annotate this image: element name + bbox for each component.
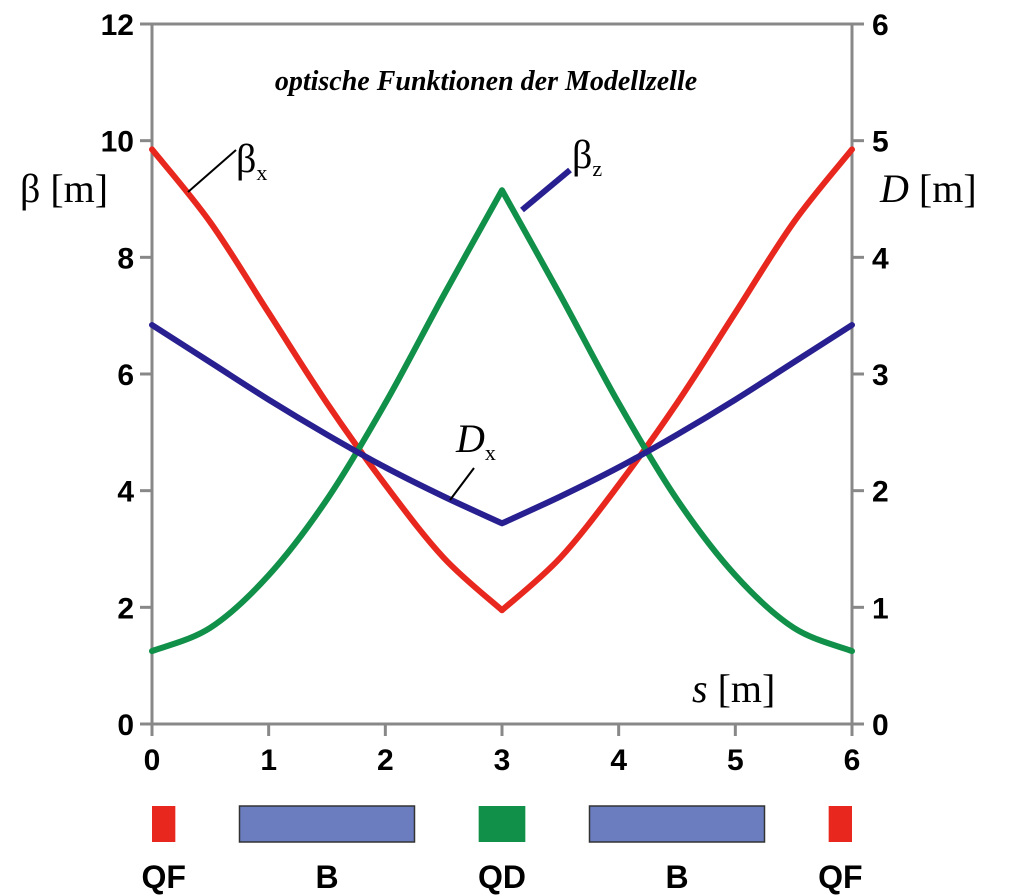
right-y-axis-ticks: 0 1 2 3 4 5 6 — [852, 9, 889, 742]
right-y-tick-label: 5 — [872, 126, 889, 159]
series-label-dx-sub: x — [485, 440, 496, 465]
left-y-tick-label: 0 — [117, 709, 134, 742]
right-y-tick-label: 6 — [872, 9, 889, 42]
x-axis-ticks: 0 1 2 3 4 5 6 — [144, 724, 861, 777]
label-leader-lines — [187, 149, 572, 501]
label-leader — [520, 167, 572, 213]
right-y-tick-label: 0 — [872, 709, 889, 742]
series-label-dx: Dx — [455, 416, 496, 465]
series-label-beta-z: βz — [572, 132, 602, 181]
series-label-dx-main: D — [455, 416, 485, 461]
series-line-beta-x — [149, 146, 855, 614]
series-line-beta-z — [149, 187, 855, 655]
right-y-axis-var: D — [879, 166, 909, 211]
magnet-lattice: QF B QD B QF — [141, 805, 863, 895]
label-leader — [449, 467, 475, 501]
series-lines — [149, 146, 855, 655]
chart-title: optische Funktionen der Modellzelle — [275, 66, 697, 97]
left-y-tick-label: 2 — [117, 592, 134, 625]
left-y-axis-ticks: 0 2 4 6 8 10 12 — [101, 9, 152, 742]
x-tick-label: 2 — [377, 744, 394, 777]
right-y-tick-label: 1 — [872, 592, 889, 625]
series-label-beta-x-main: β — [236, 136, 256, 181]
x-tick-label: 3 — [494, 744, 511, 777]
series-label-beta-z-sub: z — [592, 156, 602, 181]
plot-frame — [150, 22, 854, 726]
lattice-element-qf — [152, 806, 176, 842]
x-axis-var: s — [692, 666, 708, 711]
lattice-label: QF — [141, 859, 185, 895]
x-axis-unit: [m] — [718, 666, 776, 711]
lattice-label: QD — [478, 859, 526, 895]
right-y-tick-label: 2 — [872, 476, 889, 509]
left-y-tick-label: 4 — [117, 476, 134, 509]
series-label-beta-x-sub: x — [256, 160, 267, 185]
lattice-element-qd — [478, 806, 526, 842]
x-tick-label: 4 — [610, 744, 627, 777]
lattice-label: QF — [818, 859, 862, 895]
label-leader — [187, 149, 237, 193]
left-y-tick-label: 12 — [101, 9, 134, 42]
right-y-axis-label: D [m] — [879, 166, 977, 211]
left-y-tick-label: 10 — [101, 126, 134, 159]
series-line-dx — [149, 322, 855, 527]
x-tick-label: 5 — [727, 744, 744, 777]
right-y-axis-unit: [m] — [919, 166, 977, 211]
left-y-axis-unit: [m] — [50, 166, 108, 211]
lattice-label: B — [315, 859, 338, 895]
x-tick-label: 1 — [260, 744, 277, 777]
left-y-tick-label: 8 — [117, 242, 134, 275]
x-tick-label: 6 — [844, 744, 861, 777]
x-axis-label: s [m] — [692, 666, 775, 711]
lattice-element-b — [588, 805, 766, 843]
left-y-tick-label: 6 — [117, 359, 134, 392]
right-y-tick-label: 3 — [872, 359, 889, 392]
left-y-axis-var: β — [20, 166, 40, 211]
series-label-beta-x: βx — [236, 136, 267, 185]
series-label-beta-z-main: β — [572, 132, 592, 177]
left-y-axis-label: β [m] — [20, 166, 108, 211]
x-tick-label: 0 — [144, 744, 161, 777]
lattice-element-b — [238, 805, 416, 843]
right-y-tick-label: 4 — [872, 242, 889, 275]
lattice-element-qf — [828, 806, 852, 842]
lattice-label: B — [665, 859, 688, 895]
